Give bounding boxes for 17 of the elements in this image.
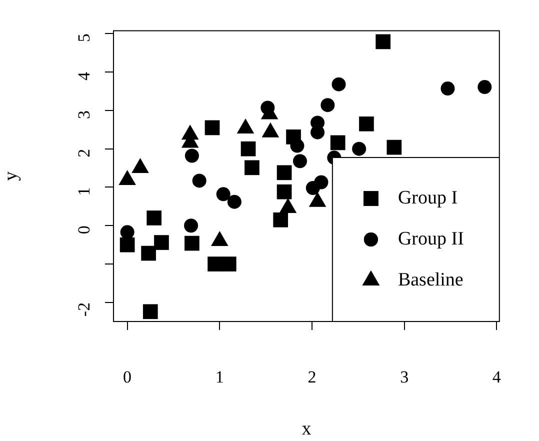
x-axis-title: x [302, 418, 312, 440]
y-tick-label: 5 [74, 34, 94, 42]
x-tick-label: 3 [400, 368, 409, 387]
y-tick-label: -2 [74, 302, 94, 317]
y-tick-label: 4 [74, 72, 94, 81]
x-tick-label: 1 [215, 368, 224, 387]
legend-label: Baseline [398, 269, 464, 290]
y-tick-label: 1 [74, 187, 94, 196]
legend-label: Group II [398, 228, 464, 250]
y-tick-label: 0 [74, 226, 94, 234]
legend-label: Group I [398, 187, 458, 208]
x-tick-label: 4 [492, 368, 502, 387]
x-tick-label: 0 [123, 368, 132, 387]
y-axis-title: y [0, 170, 22, 181]
y-tick-label: 3 [74, 110, 94, 119]
x-tick-label: 2 [308, 368, 316, 387]
y-tick-label: 2 [74, 148, 94, 158]
